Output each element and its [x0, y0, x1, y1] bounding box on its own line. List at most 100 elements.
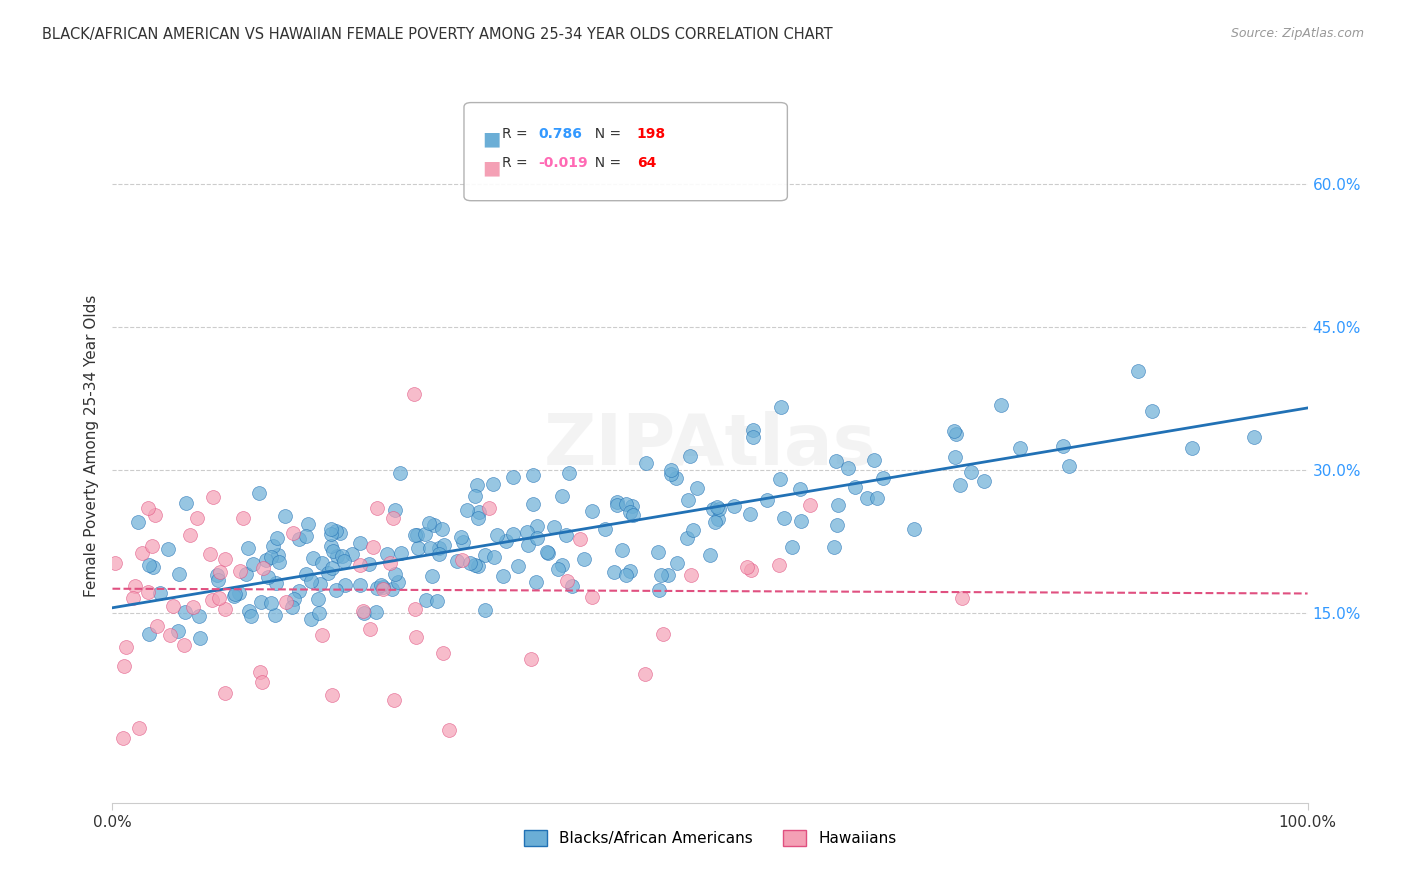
Point	[249, 485, 271, 500]
Point	[201, 592, 224, 607]
Point	[238, 604, 260, 618]
Point	[648, 582, 671, 597]
Point	[325, 583, 347, 598]
Point	[273, 508, 295, 523]
Point	[311, 628, 333, 642]
Point	[536, 545, 558, 559]
Point	[131, 546, 153, 560]
Point	[214, 602, 236, 616]
Text: R =: R =	[502, 156, 531, 170]
Point	[682, 523, 704, 537]
Point	[252, 561, 274, 575]
Point	[679, 450, 702, 464]
Point	[242, 557, 264, 571]
Point	[352, 605, 374, 619]
Point	[439, 723, 461, 737]
Point	[519, 652, 541, 666]
Point	[260, 550, 283, 565]
Point	[353, 607, 375, 621]
Point	[446, 554, 468, 568]
Point	[755, 492, 778, 507]
Point	[474, 549, 496, 563]
Point	[419, 541, 441, 555]
Point	[112, 658, 135, 673]
Point	[384, 567, 406, 582]
Point	[614, 497, 637, 511]
Point	[380, 582, 402, 596]
Point	[551, 558, 574, 573]
Text: N =: N =	[586, 127, 626, 141]
Legend: Blacks/African Americans, Hawaiians: Blacks/African Americans, Hawaiians	[517, 824, 903, 852]
Point	[526, 531, 548, 545]
Point	[825, 453, 848, 467]
Point	[112, 731, 135, 745]
Point	[141, 539, 163, 553]
Point	[742, 430, 765, 444]
Point	[467, 558, 489, 573]
Point	[283, 592, 305, 607]
Point	[973, 474, 995, 488]
Point	[181, 600, 204, 615]
Point	[465, 478, 488, 492]
Point	[780, 540, 803, 554]
Point	[772, 510, 794, 524]
Point	[699, 548, 721, 562]
Point	[482, 549, 505, 564]
Point	[188, 632, 211, 646]
Point	[467, 510, 489, 524]
Point	[276, 595, 298, 609]
Point	[149, 585, 172, 599]
Point	[502, 527, 524, 541]
Point	[768, 558, 790, 572]
Point	[856, 491, 879, 506]
Point	[1180, 441, 1202, 455]
Point	[388, 466, 411, 480]
Point	[340, 547, 363, 561]
Point	[647, 545, 669, 559]
Point	[321, 540, 343, 554]
Point	[299, 612, 322, 626]
Point	[200, 548, 222, 562]
Point	[543, 520, 565, 534]
Y-axis label: Female Poverty Among 25-34 Year Olds: Female Poverty Among 25-34 Year Olds	[83, 295, 98, 597]
Point	[335, 577, 357, 591]
Point	[404, 528, 426, 542]
Point	[280, 600, 302, 615]
Point	[173, 638, 195, 652]
Point	[943, 450, 966, 464]
Point	[769, 472, 792, 486]
Point	[121, 591, 143, 605]
Point	[650, 567, 672, 582]
Point	[606, 495, 628, 509]
Point	[128, 722, 150, 736]
Text: Source: ZipAtlas.com: Source: ZipAtlas.com	[1230, 27, 1364, 40]
Point	[402, 387, 425, 401]
Point	[561, 579, 583, 593]
Point	[742, 423, 765, 437]
Point	[307, 592, 329, 607]
Point	[308, 606, 330, 620]
Point	[254, 553, 277, 567]
Point	[288, 584, 311, 599]
Point	[127, 516, 149, 530]
Text: BLACK/AFRICAN AMERICAN VS HAWAIIAN FEMALE POVERTY AMONG 25-34 YEAR OLDS CORRELAT: BLACK/AFRICAN AMERICAN VS HAWAIIAN FEMAL…	[42, 27, 832, 42]
Point	[685, 481, 707, 495]
Point	[619, 505, 641, 519]
Point	[464, 558, 486, 573]
Point	[224, 589, 246, 603]
Point	[288, 533, 311, 547]
Point	[330, 549, 353, 563]
Point	[464, 489, 486, 503]
Point	[517, 538, 540, 552]
Point	[862, 452, 884, 467]
Text: 198: 198	[637, 127, 666, 141]
Point	[621, 508, 644, 522]
Point	[167, 567, 190, 582]
Point	[602, 565, 624, 579]
Point	[264, 608, 287, 623]
Point	[433, 538, 456, 552]
Point	[903, 522, 925, 536]
Point	[115, 640, 138, 654]
Point	[495, 534, 517, 549]
Point	[173, 605, 195, 619]
